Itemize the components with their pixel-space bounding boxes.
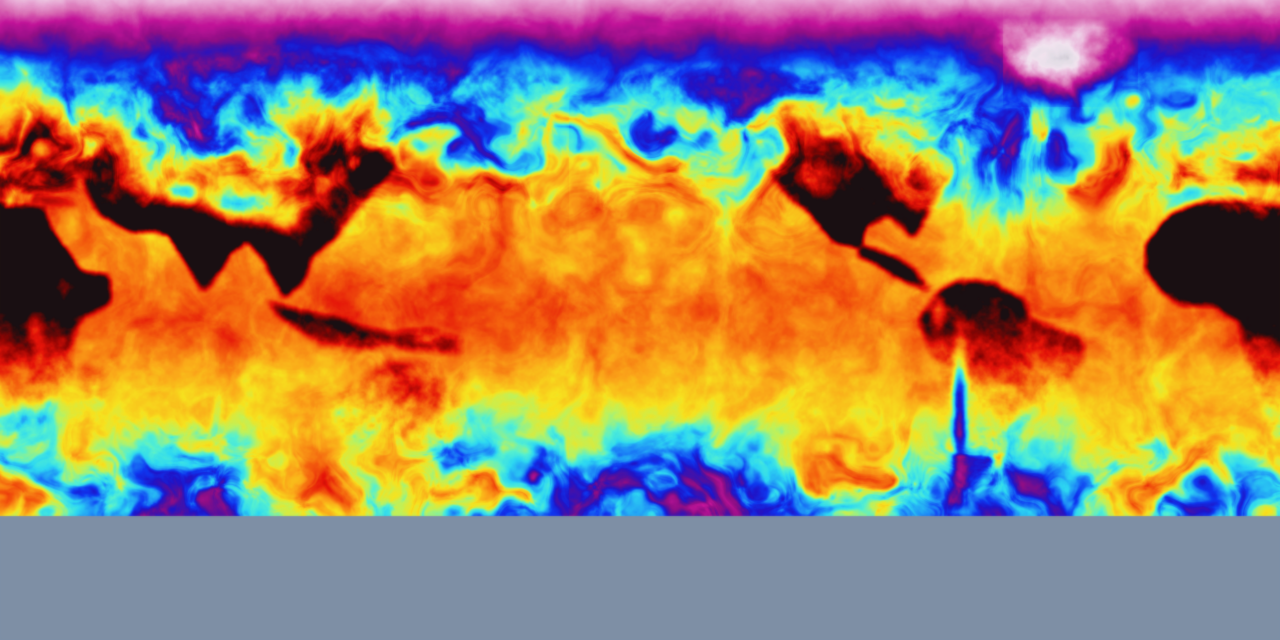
temperature-map-viewport (0, 0, 1280, 640)
global-temperature-heatmap (0, 0, 1280, 640)
